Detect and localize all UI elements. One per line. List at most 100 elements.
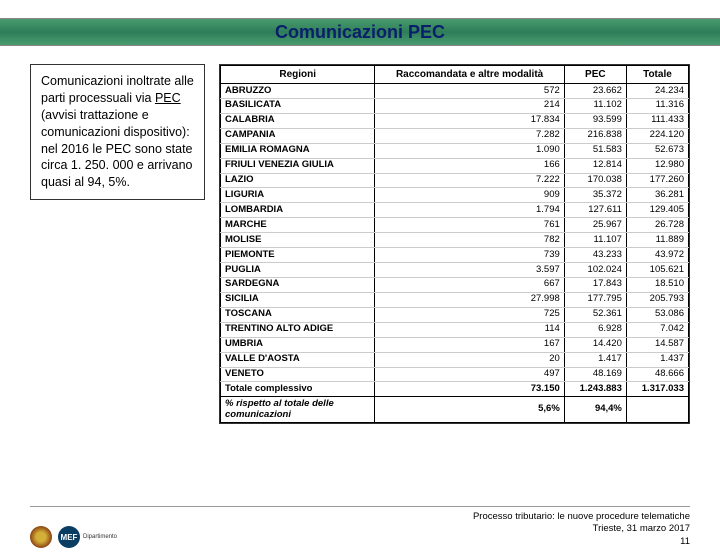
table-cell: 105.621 xyxy=(626,263,688,278)
table-row: BASILICATA21411.10211.316 xyxy=(221,98,689,113)
table-cell: 761 xyxy=(375,218,564,233)
table-cell: 497 xyxy=(375,367,564,382)
table-cell: 5,6% xyxy=(375,397,564,423)
table-cell: 224.120 xyxy=(626,128,688,143)
table-cell: 52.673 xyxy=(626,143,688,158)
table-cell: 26.728 xyxy=(626,218,688,233)
table-cell: 7.222 xyxy=(375,173,564,188)
table-cell: 667 xyxy=(375,277,564,292)
page-title: Comunicazioni PEC xyxy=(275,22,445,43)
table-row: TOSCANA72552.36153.086 xyxy=(221,307,689,322)
table-cell: LAZIO xyxy=(221,173,375,188)
data-table-container: Regioni Raccomandata e altre modalità PE… xyxy=(219,64,690,424)
table-cell: PUGLIA xyxy=(221,263,375,278)
table-percent-row: % rispetto al totale delle comunicazioni… xyxy=(221,397,689,423)
table-cell: 1.317.033 xyxy=(626,382,688,397)
table-cell: 12.980 xyxy=(626,158,688,173)
table-row: CALABRIA17.83493.599111.433 xyxy=(221,113,689,128)
table-cell: 170.038 xyxy=(564,173,626,188)
table-row: LIGURIA90935.37236.281 xyxy=(221,188,689,203)
table-row: MARCHE76125.96726.728 xyxy=(221,218,689,233)
table-total-row: Totale complessivo73.1501.243.8831.317.0… xyxy=(221,382,689,397)
table-row: TRENTINO ALTO ADIGE1146.9287.042 xyxy=(221,322,689,337)
table-cell: SARDEGNA xyxy=(221,277,375,292)
table-cell: 11.102 xyxy=(564,98,626,113)
desc-part2: (avvisi trattazione e comunicazioni disp… xyxy=(41,108,193,190)
table-row: MOLISE78211.10711.889 xyxy=(221,233,689,248)
table-cell: 12.814 xyxy=(564,158,626,173)
table-cell: 17.843 xyxy=(564,277,626,292)
footer-divider xyxy=(30,506,690,507)
table-cell: TRENTINO ALTO ADIGE xyxy=(221,322,375,337)
table-cell: VENETO xyxy=(221,367,375,382)
table-cell: 1.794 xyxy=(375,203,564,218)
footer-line1: Processo tributario: le nuove procedure … xyxy=(473,511,690,523)
table-row: SARDEGNA66717.84318.510 xyxy=(221,277,689,292)
table-cell: 166 xyxy=(375,158,564,173)
table-cell: 24.234 xyxy=(626,84,688,99)
col-raccomandata: Raccomandata e altre modalità xyxy=(375,66,564,84)
table-cell: EMILIA ROMAGNA xyxy=(221,143,375,158)
table-cell: 725 xyxy=(375,307,564,322)
table-row: UMBRIA16714.42014.587 xyxy=(221,337,689,352)
table-cell: FRIULI VENEZIA GIULIA xyxy=(221,158,375,173)
table-cell: UMBRIA xyxy=(221,337,375,352)
table-cell: SICILIA xyxy=(221,292,375,307)
table-cell: 18.510 xyxy=(626,277,688,292)
table-row: PUGLIA3.597102.024105.621 xyxy=(221,263,689,278)
table-cell: 572 xyxy=(375,84,564,99)
table-cell: CAMPANIA xyxy=(221,128,375,143)
mef-badge-icon: MEF xyxy=(58,526,80,548)
table-row: CAMPANIA7.282216.838224.120 xyxy=(221,128,689,143)
table-cell: PIEMONTE xyxy=(221,248,375,263)
title-bar: Comunicazioni PEC xyxy=(0,18,720,46)
table-cell: 214 xyxy=(375,98,564,113)
table-cell: 114 xyxy=(375,322,564,337)
table-cell: 177.260 xyxy=(626,173,688,188)
table-cell: 94,4% xyxy=(564,397,626,423)
mef-sub-label: Dipartimento xyxy=(83,534,117,540)
table-cell: 3.597 xyxy=(375,263,564,278)
table-cell: 93.599 xyxy=(564,113,626,128)
table-cell: ABRUZZO xyxy=(221,84,375,99)
footer-line2: Trieste, 31 marzo 2017 xyxy=(473,523,690,535)
table-cell: 127.611 xyxy=(564,203,626,218)
table-cell: 43.972 xyxy=(626,248,688,263)
table-cell: 35.372 xyxy=(564,188,626,203)
table-cell: 102.024 xyxy=(564,263,626,278)
table-cell: 1.243.883 xyxy=(564,382,626,397)
col-pec: PEC xyxy=(564,66,626,84)
table-cell: 1.090 xyxy=(375,143,564,158)
footer-area: MEF Dipartimento Processo tributario: le… xyxy=(30,506,690,548)
table-row: EMILIA ROMAGNA1.09051.58352.673 xyxy=(221,143,689,158)
table-cell: 48.169 xyxy=(564,367,626,382)
table-row: ABRUZZO57223.66224.234 xyxy=(221,84,689,99)
logos: MEF Dipartimento xyxy=(30,526,117,548)
table-cell: 739 xyxy=(375,248,564,263)
table-cell: 14.420 xyxy=(564,337,626,352)
table-cell: 7.282 xyxy=(375,128,564,143)
table-row: VENETO49748.16948.666 xyxy=(221,367,689,382)
table-header-row: Regioni Raccomandata e altre modalità PE… xyxy=(221,66,689,84)
table-cell: 14.587 xyxy=(626,337,688,352)
table-cell: 27.998 xyxy=(375,292,564,307)
table-cell: Totale complessivo xyxy=(221,382,375,397)
table-row: LAZIO7.222170.038177.260 xyxy=(221,173,689,188)
table-cell: 11.316 xyxy=(626,98,688,113)
table-cell: 1.437 xyxy=(626,352,688,367)
table-cell: 17.834 xyxy=(375,113,564,128)
table-cell: 73.150 xyxy=(375,382,564,397)
table-cell: MARCHE xyxy=(221,218,375,233)
state-emblem-icon xyxy=(30,526,52,548)
table-cell: 23.662 xyxy=(564,84,626,99)
table-cell: 53.086 xyxy=(626,307,688,322)
table-cell: 129.405 xyxy=(626,203,688,218)
col-regioni: Regioni xyxy=(221,66,375,84)
table-cell: CALABRIA xyxy=(221,113,375,128)
table-cell: BASILICATA xyxy=(221,98,375,113)
col-totale: Totale xyxy=(626,66,688,84)
data-table: Regioni Raccomandata e altre modalità PE… xyxy=(220,65,689,423)
table-cell: 52.361 xyxy=(564,307,626,322)
table-cell: 6.928 xyxy=(564,322,626,337)
table-cell: LIGURIA xyxy=(221,188,375,203)
